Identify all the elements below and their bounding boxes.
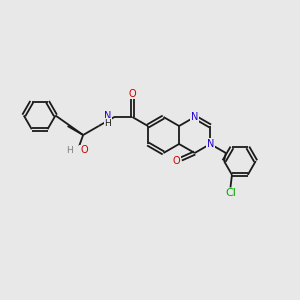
Text: O: O bbox=[128, 88, 136, 99]
Text: H: H bbox=[66, 146, 73, 155]
Text: Cl: Cl bbox=[225, 188, 236, 198]
Text: N: N bbox=[191, 112, 198, 122]
Text: N: N bbox=[104, 111, 111, 122]
Text: O: O bbox=[80, 145, 88, 155]
Text: H: H bbox=[104, 118, 111, 127]
Text: N: N bbox=[207, 139, 214, 149]
Text: O: O bbox=[173, 156, 181, 167]
